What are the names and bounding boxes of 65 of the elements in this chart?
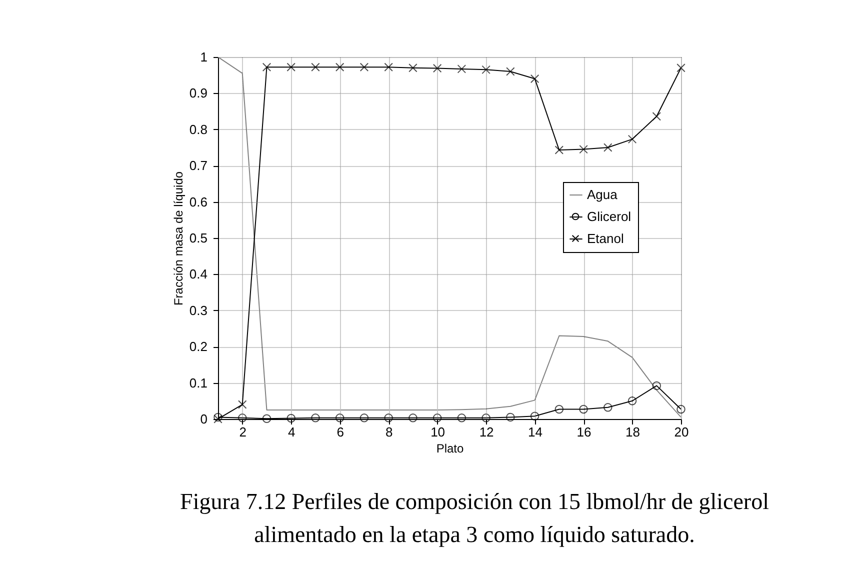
x-tick-label: 4 — [288, 424, 296, 440]
point — [360, 62, 369, 72]
point — [238, 400, 247, 409]
point — [530, 412, 540, 420]
point — [408, 63, 418, 72]
legend-label: Glicerol — [587, 209, 632, 224]
x-axis-title: Plato — [436, 442, 464, 456]
y-tick-label: 0.2 — [189, 339, 208, 354]
x-tick-label: 12 — [479, 424, 494, 440]
point — [432, 414, 442, 422]
point — [311, 62, 320, 72]
x-tick-label: 20 — [674, 424, 689, 440]
point — [482, 414, 490, 422]
point — [262, 62, 272, 72]
y-tick-label: 0.5 — [189, 230, 208, 246]
point — [604, 143, 612, 152]
point — [311, 414, 320, 422]
y-tick-label: 1 — [200, 50, 208, 64]
x-tick-label: 10 — [430, 424, 446, 440]
point — [384, 62, 393, 72]
point — [506, 412, 515, 422]
point — [652, 112, 662, 121]
x-tick-label: 2 — [239, 424, 246, 440]
x-tick-label: 6 — [336, 424, 344, 440]
point — [238, 414, 247, 422]
point — [628, 134, 637, 144]
point — [360, 414, 369, 422]
point — [335, 62, 344, 72]
point — [482, 65, 490, 74]
point — [628, 396, 637, 406]
x-tick-label: 8 — [385, 424, 393, 440]
point — [286, 62, 296, 72]
y-tick-label: 0.6 — [189, 194, 208, 210]
y-tick-label: 0.8 — [189, 122, 208, 137]
point — [554, 146, 564, 154]
point — [604, 403, 612, 412]
y-tick-label: 0.1 — [189, 375, 208, 390]
text: Figura 7.12 Perfiles de composición con 15 lbmol/hr de glicerol alimentado en la etapa 3 como líquido saturado. — [180, 489, 769, 547]
x-tick-label: 14 — [528, 424, 543, 440]
y-tick-label: 0.4 — [189, 266, 208, 282]
y-tick-label: 0 — [200, 412, 208, 426]
y-tick-label: 0.3 — [189, 302, 208, 318]
y-tick-label: 0.9 — [189, 86, 208, 101]
point — [457, 64, 466, 74]
legend-label: Etanol — [587, 231, 624, 246]
point — [384, 414, 393, 422]
point — [335, 414, 344, 422]
y-tick-label: 0.7 — [189, 158, 208, 174]
point — [554, 404, 564, 414]
point — [530, 74, 540, 84]
legend-label: Agua — [587, 187, 618, 202]
point — [579, 144, 588, 154]
point — [676, 404, 686, 414]
x-tick-label: 16 — [576, 424, 592, 440]
point — [652, 381, 662, 390]
y-axis-title: Fracción masa de líquido — [171, 171, 186, 306]
point — [579, 404, 588, 414]
point — [676, 63, 686, 72]
x-tick-label: 18 — [626, 424, 640, 440]
point — [457, 414, 466, 422]
point — [286, 414, 296, 423]
point — [432, 64, 442, 73]
point — [262, 414, 272, 424]
point — [506, 67, 515, 76]
point — [408, 414, 418, 422]
